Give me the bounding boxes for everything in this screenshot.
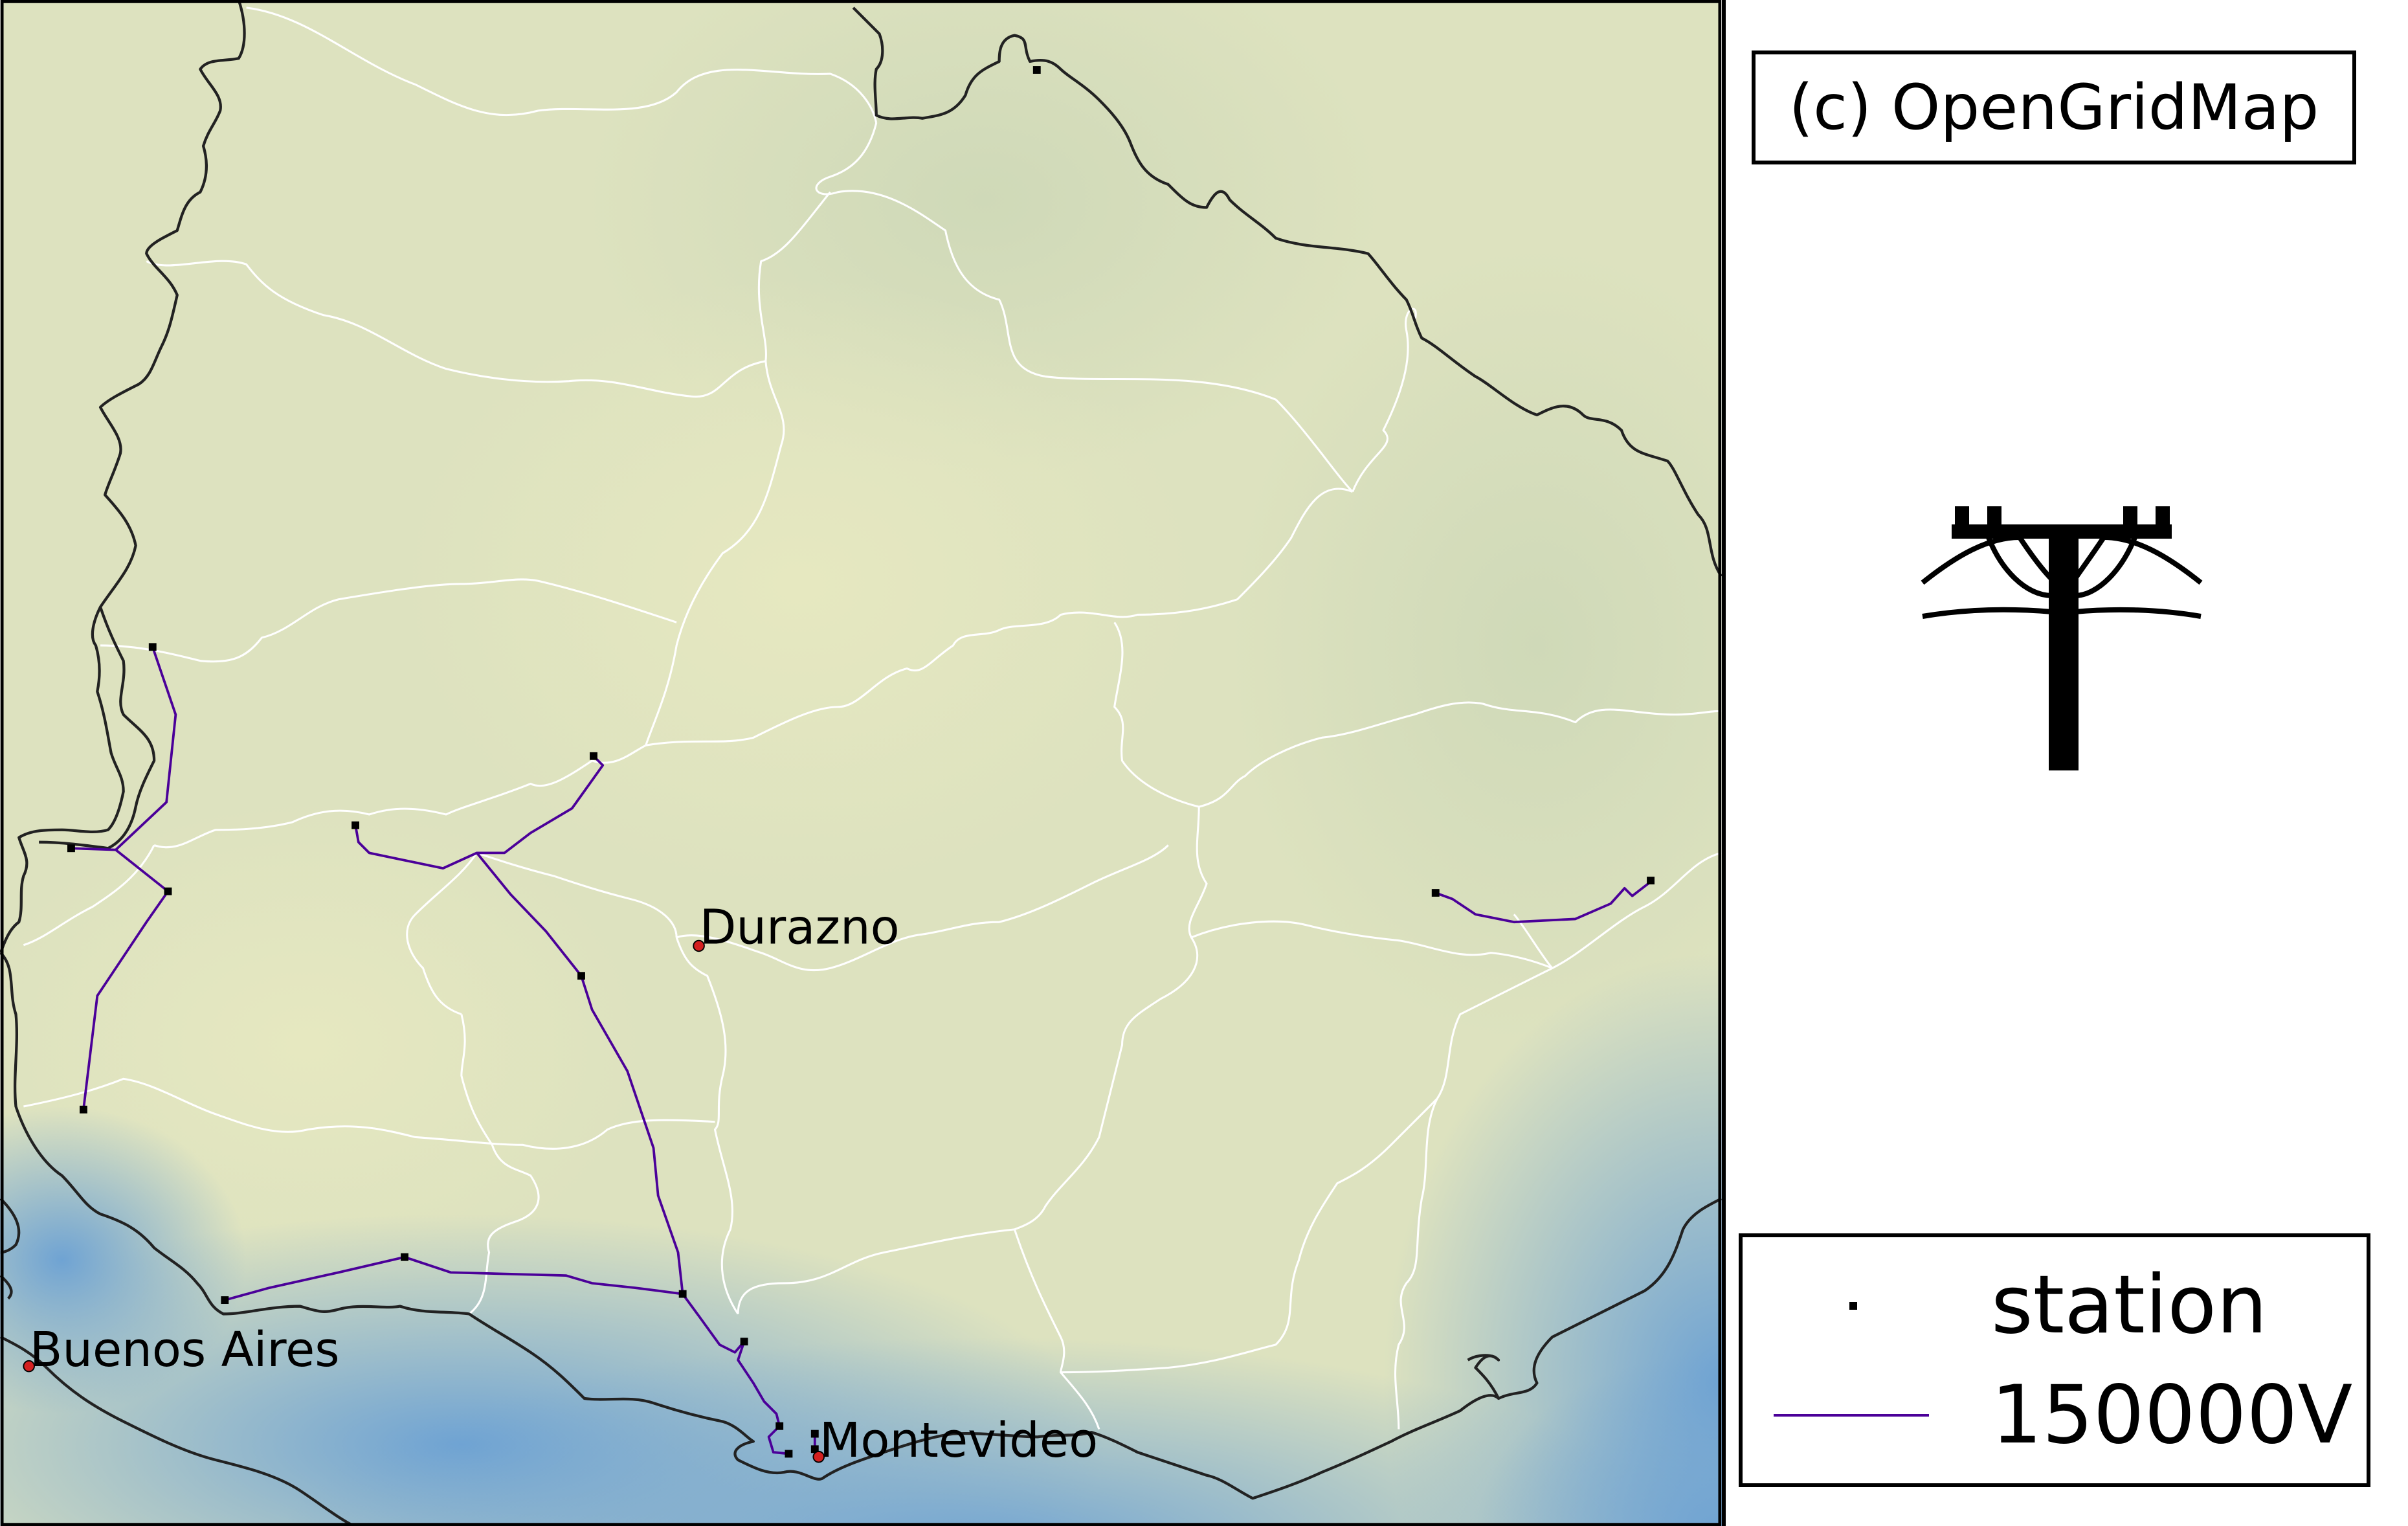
station-marker[interactable]: [351, 821, 360, 829]
transmission-lines: [71, 646, 1653, 1455]
line-150kv: [224, 1255, 683, 1301]
power-pylon-icon: [1921, 506, 2203, 770]
station-marker[interactable]: [740, 1338, 748, 1346]
department-borders: [23, 6, 1722, 1430]
credit-box: (c) OpenGridMap: [1752, 50, 2356, 164]
station-marker[interactable]: [148, 643, 157, 651]
line-swatch-icon: [1774, 1414, 1929, 1417]
city-label: Montevideo: [819, 1413, 1098, 1468]
relief-shade: [1229, 245, 1722, 1045]
station-marker[interactable]: [577, 972, 585, 980]
country-borders: [0, 0, 1722, 1526]
legend-item-station[interactable]: station: [1743, 1257, 2367, 1354]
station-marker[interactable]: [164, 887, 172, 895]
city-marker: [812, 1450, 825, 1463]
line-150kv: [1435, 879, 1653, 924]
station-marker[interactable]: [810, 1430, 819, 1438]
legend-label: station: [1991, 1259, 2268, 1352]
map-canvas[interactable]: Durazno Buenos Aires Montevideo: [0, 0, 1722, 1526]
stations: [67, 66, 1655, 1458]
station-marker[interactable]: [810, 1445, 819, 1453]
station-marker[interactable]: [1032, 66, 1041, 74]
line-150kv: [476, 852, 684, 1294]
water-shade: [282, 1337, 1686, 1526]
line-150kv: [682, 1293, 789, 1455]
city-montevideo[interactable]: Montevideo: [812, 1413, 1098, 1468]
station-square-icon: [1849, 1302, 1857, 1310]
city-marker: [23, 1360, 35, 1373]
map-frame-border: [0, 0, 1722, 1526]
line-150kv: [354, 755, 605, 870]
line-150kv: [71, 646, 177, 851]
station-marker[interactable]: [221, 1296, 229, 1305]
station-marker[interactable]: [80, 1105, 87, 1114]
city-label: Buenos Aires: [30, 1323, 340, 1378]
station-marker[interactable]: [401, 1253, 408, 1261]
map-panel[interactable]: Durazno Buenos Aires Montevideo: [0, 0, 1722, 1526]
city-marker: [693, 939, 705, 952]
water-shade: [1476, 1352, 1722, 1526]
station-marker[interactable]: [1647, 877, 1655, 885]
legend-label: 150000V: [1991, 1369, 2353, 1462]
legend-item-150000v[interactable]: 150000V: [1743, 1367, 2367, 1464]
station-marker[interactable]: [590, 752, 597, 760]
legend-box: station 150000V: [1739, 1233, 2370, 1487]
city-label: Durazno: [700, 900, 900, 955]
station-marker[interactable]: [775, 1422, 784, 1430]
city-buenos-aires[interactable]: Buenos Aires: [23, 1323, 340, 1378]
station-marker[interactable]: [67, 844, 75, 853]
station-marker[interactable]: [1431, 889, 1440, 897]
water-shade: [0, 1106, 247, 1414]
station-marker[interactable]: [785, 1450, 793, 1458]
line-150kv: [82, 849, 170, 1110]
relief-shade: [399, 276, 1199, 892]
credit-text: (c) OpenGridMap: [1789, 71, 2319, 144]
city-durazno[interactable]: Durazno: [693, 900, 900, 955]
sidebar-divider: [1722, 0, 1726, 1526]
station-marker[interactable]: [678, 1290, 687, 1298]
